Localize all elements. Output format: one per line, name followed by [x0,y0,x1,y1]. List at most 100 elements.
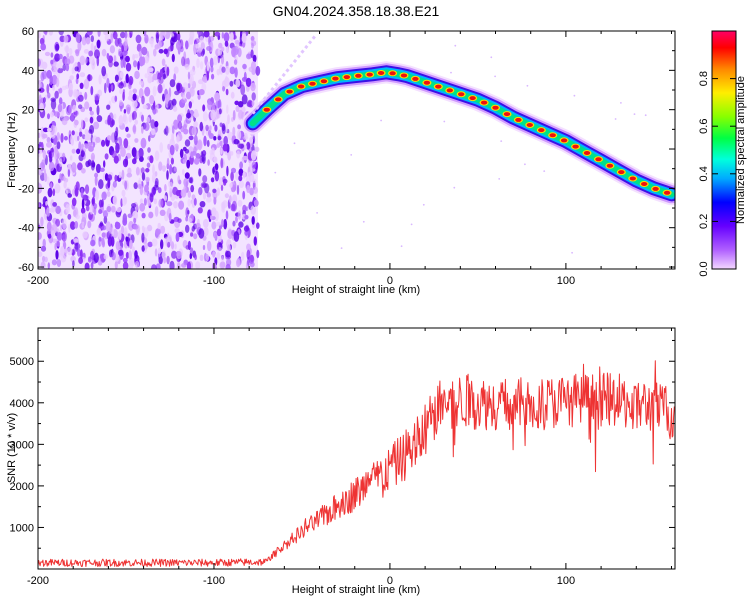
noise-speck [98,179,104,190]
noise-speck [137,183,142,189]
noise-speck [211,73,215,80]
noise-speck [124,38,128,46]
noise-speck [79,72,86,78]
noise-speck [149,95,155,105]
faint-dot [410,223,413,226]
noise-speck [106,203,112,215]
noise-speck [210,35,215,42]
noise-speck [171,250,177,259]
noise-speck [60,133,64,143]
noise-speck [47,187,53,198]
noise-speck [54,183,61,194]
noise-speck [195,153,201,160]
noise-speck [221,219,224,227]
snr-y-tick-label: 1000 [10,522,34,534]
noise-speck [121,45,124,53]
noise-speck [59,87,63,94]
noise-speck [239,161,244,170]
noise-speck [109,45,115,54]
noise-speck [52,84,56,91]
spectrogram-frame [37,30,676,270]
noise-speck [44,51,51,57]
noise-speck [76,148,81,155]
noise-speck [217,135,222,141]
noise-speck [70,221,75,227]
noise-speck [68,48,73,56]
noise-speck [235,216,238,222]
noise-speck [126,106,131,115]
noise-speck [230,171,234,182]
noise-speck [134,250,138,259]
noise-speck [233,231,240,242]
noise-speck [185,112,192,119]
noise-speck [84,117,89,123]
noise-speck [189,69,196,76]
noise-speck [132,225,139,230]
noise-speck [81,143,84,150]
noise-speck [213,232,218,239]
noise-speck [94,93,100,101]
spectrogram-y-tick-label: -60 [18,262,34,274]
noise-speck [169,164,173,175]
noise-speck [55,43,60,51]
noise-speck [130,261,135,267]
faint-dot [293,142,296,145]
noise-speck [74,90,80,97]
noise-speck [145,168,150,173]
noise-speck [242,170,246,179]
noise-speck [230,151,234,156]
noise-speck [123,227,128,238]
noise-speck [56,240,61,247]
noise-speck [118,115,124,126]
ridge-peak [515,117,522,122]
noise-speck [90,85,94,96]
chart-title: GN04.2024.358.18.38.E21 [273,3,440,19]
noise-speck [69,134,74,145]
noise-speck [122,57,126,68]
noise-speck [57,67,64,74]
colorbar-gradient [712,31,736,269]
noise-speck [190,184,195,193]
noise-speck [106,191,111,197]
noise-speck [41,61,48,70]
noise-speck [125,126,129,132]
noise-speck [147,74,153,84]
ridge-peak [400,73,408,78]
noise-speck [213,136,217,141]
noise-speck [187,240,191,251]
noise-speck [125,62,132,72]
noise-speck [82,231,88,239]
noise-speck [47,92,51,99]
noise-speck [98,209,103,214]
noise-speck [75,49,80,57]
noise-speck [224,76,230,87]
noise-speck [235,105,240,112]
noise-speck [227,244,232,252]
noise-speck [42,97,46,103]
noise-speck [46,221,52,232]
ridge-peak [629,176,636,181]
noise-speck [54,90,59,99]
noise-speck [115,142,120,154]
noise-speck [206,61,210,72]
faint-dot [494,75,496,78]
noise-speck [231,200,237,212]
noise-speck [195,43,200,49]
noise-speck [132,210,139,221]
noise-speck [120,58,124,69]
noise-speck [83,49,89,54]
noise-speck [168,181,174,192]
noise-speck [67,213,72,220]
noise-speck [241,33,247,43]
noise-speck [142,227,149,238]
noise-speck [71,148,76,154]
noise-speck [200,42,205,51]
noise-speck [72,104,77,113]
noise-speck [89,110,94,116]
noise-speck [185,216,189,222]
noise-speck [48,161,55,172]
noise-speck [107,114,112,125]
noise-speck [199,121,204,132]
noise-speck [144,73,148,79]
